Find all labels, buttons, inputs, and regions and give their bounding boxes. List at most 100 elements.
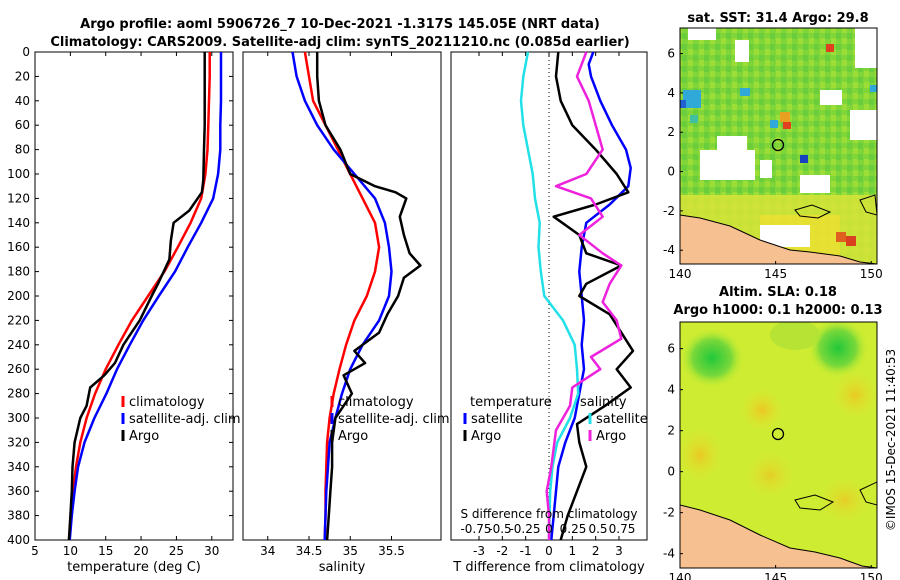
sla-map-subtitle: Argo h1000: 0.1 h2000: 0.13 [673, 303, 882, 318]
legend-s-satellite: satellite [596, 412, 648, 427]
depth-tick-label: 160 [7, 240, 30, 254]
depth-tick-label: 320 [7, 435, 30, 449]
depth-tick-label: 20 [15, 69, 30, 83]
series-line-satellite-adj-clim [291, 51, 393, 541]
legend-s-argo: Argo [596, 429, 626, 444]
map-y-tick-label: 2 [667, 424, 675, 438]
map-y-tick-label: -4 [663, 243, 675, 257]
x-tick-label: 34 [260, 544, 275, 558]
s-difference-axis-label: S difference from climatology [461, 507, 638, 521]
depth-tick-label: 260 [7, 362, 30, 376]
depth-tick-label: 360 [7, 484, 30, 498]
cloud-gap [688, 28, 716, 40]
map-x-tick-label: 150 [860, 267, 883, 281]
series-line-satellite-adj-clim [68, 52, 223, 541]
s-difference-tick-label: 0.75 [609, 522, 636, 536]
map-y-tick-label: -2 [663, 204, 675, 218]
depth-tick-label: 400 [7, 533, 30, 547]
sla-map-panel: Altim. SLA: 0.18 Argo h1000: 0.1 h2000: … [663, 285, 883, 580]
sst-map-panel: sat. SST: 31.4 Argo: 29.8 [663, 11, 883, 281]
temperature-axes-frame [34, 51, 234, 541]
x-tick-label: 35 [343, 544, 358, 558]
depth-tick-label: 300 [7, 411, 30, 425]
legend-title-salinity: salinity [580, 395, 627, 410]
map-y-tick-label: 0 [667, 165, 675, 179]
imos-timestamp-label: ©IMOS 15-Dec-2021 11:40:53 [884, 349, 898, 531]
x-tick-label: 3 [615, 544, 623, 558]
sla-float-marker [771, 427, 785, 441]
cloud-gap [850, 110, 877, 140]
cloud-gap [855, 28, 877, 68]
cloud-gap [760, 160, 772, 178]
cloud-gap [760, 225, 810, 247]
x-tick-label: 30 [204, 544, 219, 558]
difference-legend: temperature salinity satellite Argo sate… [463, 395, 648, 444]
difference-profiles [519, 51, 635, 541]
map-y-tick-label: 4 [667, 86, 675, 100]
sla-map-frame [679, 321, 878, 569]
sst-map-frame [679, 27, 878, 265]
x-tick-label: 34.5 [296, 544, 323, 558]
temperature-legend-climatology: climatology [129, 395, 205, 410]
x-tick-label: 1 [569, 544, 577, 558]
s-difference-tick-label: 0.25 [560, 522, 587, 536]
salinity-legend-satellite: satellite-adj. clim [338, 412, 450, 427]
x-tick-label: 2 [592, 544, 600, 558]
depth-tick-label: 180 [7, 265, 30, 279]
legend-t-satellite: satellite [471, 412, 523, 427]
salinity-legend-climatology: climatology [338, 395, 414, 410]
difference-panel: -3 -2 -1 0 1 2 3 T difference from climatology… [450, 51, 648, 575]
figure-title-line1: Argo profile: aoml 5906726_7 10-Dec-2021… [80, 17, 600, 32]
temperature-xlabel: temperature (deg C) [67, 560, 201, 575]
island-outline [859, 194, 877, 216]
x-tick-label: 0 [545, 544, 553, 558]
s-difference-tick-label: 0 [545, 522, 553, 536]
map-y-tick-label: -4 [663, 547, 675, 561]
salinity-x-ticks: 34 34.5 35 35.5 [260, 52, 405, 558]
map-y-tick-label: -2 [663, 506, 675, 520]
temperature-legend: climatology satellite-adj. clim Argo [121, 395, 241, 444]
depth-tick-label: 40 [15, 94, 30, 108]
island-outline [859, 481, 877, 506]
sla-map-title: Altim. SLA: 0.18 [719, 285, 837, 300]
cloud-gap [820, 90, 842, 105]
depth-tick-label: 280 [7, 387, 30, 401]
temperature-x-ticks: 5 10 15 20 25 30 [31, 52, 219, 558]
x-tick-label: -3 [473, 544, 485, 558]
map-x-tick-label: 140 [669, 571, 692, 580]
figure-title-line2: Climatology: CARS2009. Satellite-adj cli… [50, 35, 629, 50]
depth-tick-label: 100 [7, 167, 30, 181]
depth-tick-label: 120 [7, 191, 30, 205]
s-difference-tick-label: -0.75 [460, 522, 491, 536]
s-difference-tick-labels: -0.75-0.5-0.25 0 0.25 0.5 0.75 [460, 522, 635, 536]
temperature-panel: 0204060801001201401601802002202402602803… [7, 45, 647, 575]
series-line-argo [67, 52, 206, 541]
depth-tick-label: 60 [15, 118, 30, 132]
island-outline [794, 204, 832, 219]
depth-tick-label: 80 [15, 143, 30, 157]
land-mass [680, 504, 877, 568]
salinity-axes-frame [242, 51, 442, 541]
depth-tick-label: 240 [7, 338, 30, 352]
x-tick-label: -2 [496, 544, 508, 558]
difference-xlabel: T difference from climatology [452, 560, 645, 575]
sla-map-ticks: 140 145 150 6 4 2 0 -2 -4 [663, 342, 883, 580]
temperature-legend-argo: Argo [129, 429, 159, 444]
x-tick-label: 5 [31, 544, 39, 558]
series-line-s-satellite [519, 51, 580, 541]
salinity-panel: 34 34.5 35 35.5 salinity climatology satell… [242, 51, 450, 575]
depth-tick-label: 200 [7, 289, 30, 303]
island-outline [794, 494, 835, 511]
land-mass [680, 214, 877, 264]
map-y-tick-label: 6 [667, 342, 675, 356]
cloud-gap [717, 136, 747, 156]
temperature-profiles [67, 52, 223, 541]
map-y-tick-label: 6 [667, 47, 675, 61]
map-x-tick-label: 145 [764, 267, 787, 281]
depth-tick-label: 220 [7, 313, 30, 327]
x-tick-label: 10 [63, 544, 78, 558]
salinity-legend-argo: Argo [338, 429, 368, 444]
series-line-s-argo [545, 51, 623, 540]
x-tick-label: 20 [133, 544, 148, 558]
